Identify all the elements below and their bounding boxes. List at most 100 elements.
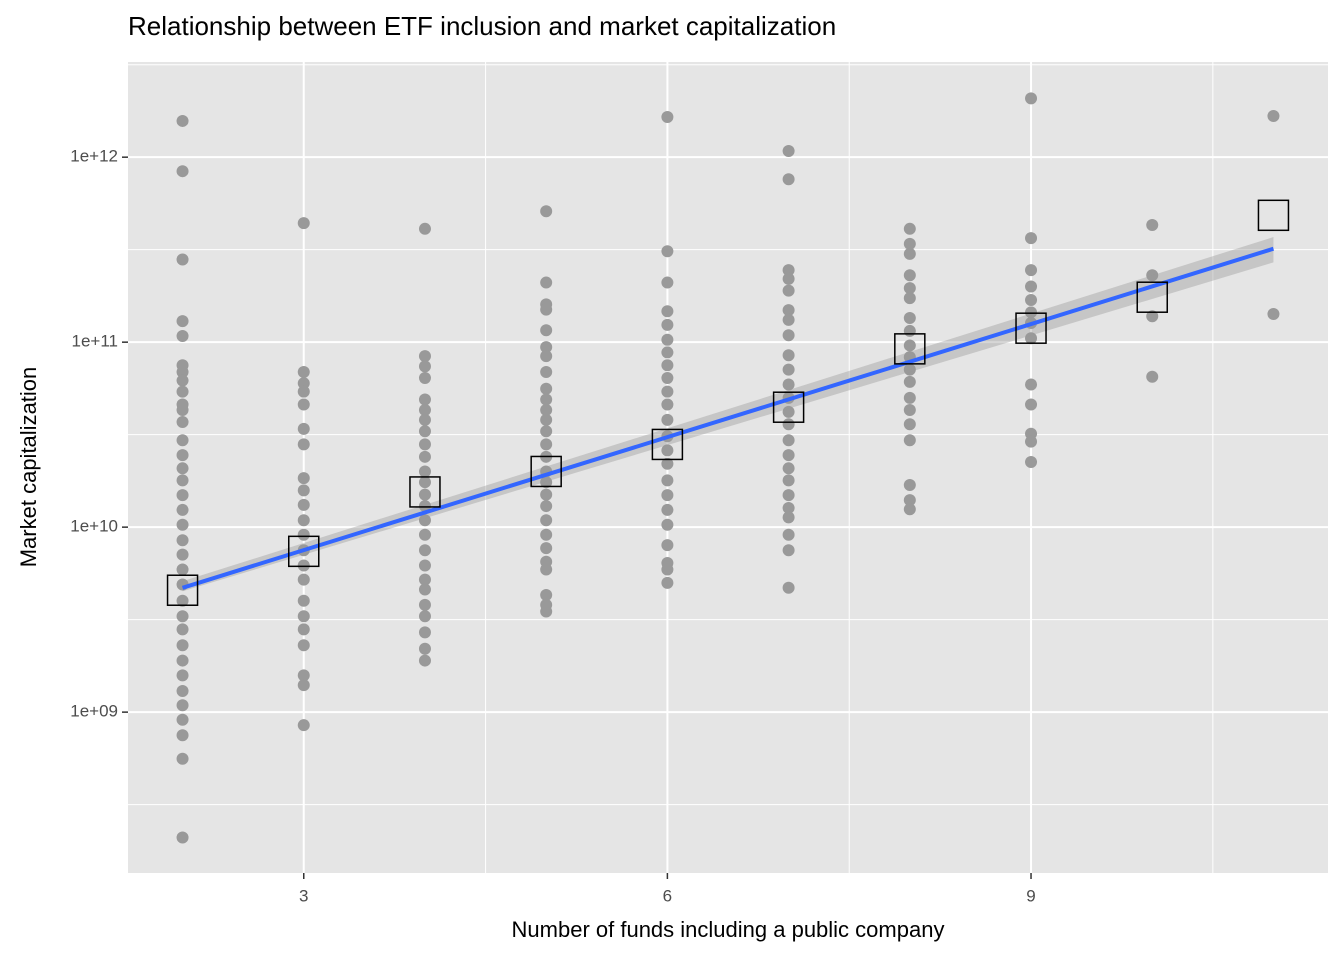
point <box>176 610 189 623</box>
mean-square <box>409 476 441 508</box>
point <box>1025 232 1038 245</box>
point <box>418 544 431 557</box>
point <box>903 222 916 235</box>
point <box>903 247 916 260</box>
point <box>540 514 553 527</box>
mean-square <box>1015 312 1047 344</box>
point <box>418 488 431 501</box>
point <box>540 425 553 438</box>
point <box>661 372 674 385</box>
point <box>418 425 431 438</box>
point <box>297 514 310 527</box>
point <box>1025 398 1038 411</box>
point <box>1025 378 1038 391</box>
point <box>297 639 310 652</box>
point <box>1025 92 1038 105</box>
point <box>1146 310 1159 323</box>
point <box>418 610 431 623</box>
point <box>176 489 189 502</box>
point <box>782 173 795 186</box>
point <box>176 623 189 636</box>
point <box>418 393 431 406</box>
point <box>540 413 553 426</box>
point <box>661 503 674 516</box>
point <box>661 333 674 346</box>
point <box>540 500 553 513</box>
point <box>661 444 674 457</box>
point <box>540 542 553 555</box>
point <box>903 312 916 325</box>
point <box>176 385 189 398</box>
point <box>661 474 674 487</box>
point <box>661 110 674 123</box>
point <box>176 563 189 576</box>
point <box>297 498 310 511</box>
mean-square <box>1136 281 1168 313</box>
point <box>540 438 553 451</box>
point <box>661 346 674 359</box>
x-tick-label: 6 <box>663 886 672 905</box>
mean-square <box>772 391 805 423</box>
point <box>903 324 916 337</box>
point <box>176 329 189 342</box>
point <box>661 576 674 589</box>
point <box>418 528 431 541</box>
point <box>418 372 431 385</box>
point <box>782 272 795 285</box>
y-tick-label: 1e+12 <box>70 147 118 166</box>
point <box>176 114 189 127</box>
point <box>661 359 674 372</box>
point <box>903 403 916 416</box>
point <box>903 237 916 250</box>
point <box>1025 294 1038 307</box>
point <box>297 610 310 623</box>
point <box>661 563 674 576</box>
point <box>297 438 310 451</box>
point <box>661 457 674 470</box>
point <box>903 418 916 431</box>
point <box>176 449 189 462</box>
point <box>782 349 795 362</box>
point <box>540 528 553 541</box>
mean-square <box>530 455 562 488</box>
point <box>540 393 553 406</box>
point <box>176 253 189 266</box>
point <box>903 339 916 352</box>
point <box>418 413 431 426</box>
y-axis-title: Market capitalization <box>16 367 41 568</box>
point <box>782 418 795 431</box>
point <box>176 474 189 487</box>
point <box>176 654 189 667</box>
point <box>176 416 189 429</box>
point <box>1146 269 1159 282</box>
point <box>540 341 553 354</box>
point <box>782 528 795 541</box>
point <box>903 375 916 388</box>
point <box>297 365 310 378</box>
point <box>418 500 431 513</box>
point <box>176 315 189 328</box>
point <box>782 284 795 297</box>
point <box>903 282 916 295</box>
point <box>418 222 431 235</box>
point <box>782 462 795 475</box>
point <box>176 831 189 844</box>
point <box>176 548 189 561</box>
y-tick-label: 1e+09 <box>70 702 118 721</box>
point <box>661 518 674 531</box>
point <box>418 598 431 611</box>
point <box>297 472 310 485</box>
point <box>176 639 189 652</box>
point <box>297 377 310 390</box>
point <box>540 365 553 378</box>
point <box>418 626 431 639</box>
point <box>297 594 310 607</box>
panel <box>128 62 1328 873</box>
point <box>418 465 431 478</box>
point <box>176 669 189 682</box>
point <box>661 489 674 502</box>
point <box>661 305 674 318</box>
point <box>540 588 553 601</box>
point <box>176 518 189 531</box>
point <box>297 528 310 541</box>
